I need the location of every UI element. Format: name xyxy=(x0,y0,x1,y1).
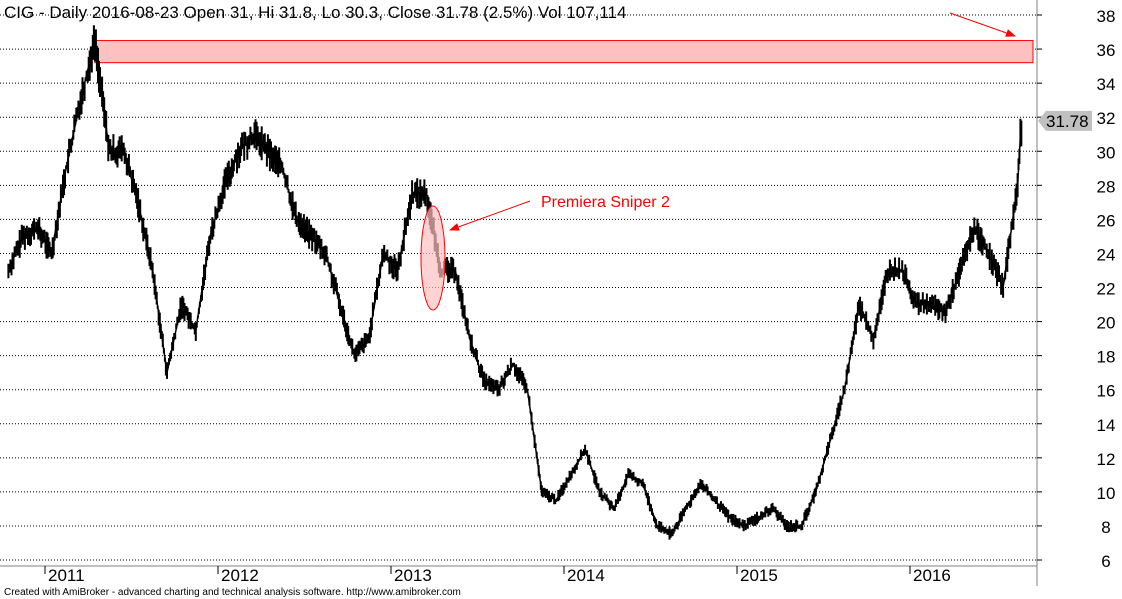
y-tick-label: 10 xyxy=(1097,484,1116,503)
y-tick-label: 32 xyxy=(1097,109,1116,128)
resistance-zone xyxy=(94,40,1034,64)
y-tick-label: 20 xyxy=(1097,314,1116,333)
signal-ellipse xyxy=(420,205,446,311)
y-tick-label: 16 xyxy=(1097,382,1116,401)
x-tick-label: 2012 xyxy=(221,566,259,585)
y-tick-label: 8 xyxy=(1101,518,1110,537)
x-tick-label: 2013 xyxy=(394,566,432,585)
price-line xyxy=(7,40,1023,536)
y-tick-label: 36 xyxy=(1097,41,1116,60)
y-tick-label: 12 xyxy=(1097,450,1116,469)
zone-arrow xyxy=(949,12,1016,37)
y-tick-label: 22 xyxy=(1097,280,1116,299)
x-tick-label: 2014 xyxy=(567,566,605,585)
footer-credit: Created with AmiBroker - advanced charti… xyxy=(4,587,461,598)
chart-title: CIG - Daily 2016-08-23 Open 31, Hi 31.8,… xyxy=(4,3,627,22)
price-bars xyxy=(7,25,1023,540)
signal-arrow xyxy=(449,200,531,231)
last-price-tag xyxy=(1038,110,1092,131)
y-tick-label: 6 xyxy=(1101,552,1110,571)
y-tick-label: 28 xyxy=(1097,177,1116,196)
x-tick-label: 2016 xyxy=(913,566,951,585)
y-tick-label: 14 xyxy=(1097,416,1116,435)
last-price-label: 31.78 xyxy=(1046,112,1089,131)
y-tick-label: 24 xyxy=(1097,245,1116,264)
y-tick-label: 18 xyxy=(1097,348,1116,367)
signal-label: Premiera Sniper 2 xyxy=(541,194,670,211)
x-tick-label: 2011 xyxy=(48,566,85,585)
x-tick-label: 2015 xyxy=(740,566,778,585)
y-tick-label: 26 xyxy=(1097,211,1116,230)
y-tick-label: 38 xyxy=(1097,7,1116,26)
y-tick-label: 30 xyxy=(1097,143,1116,162)
y-tick-label: 34 xyxy=(1097,75,1116,94)
